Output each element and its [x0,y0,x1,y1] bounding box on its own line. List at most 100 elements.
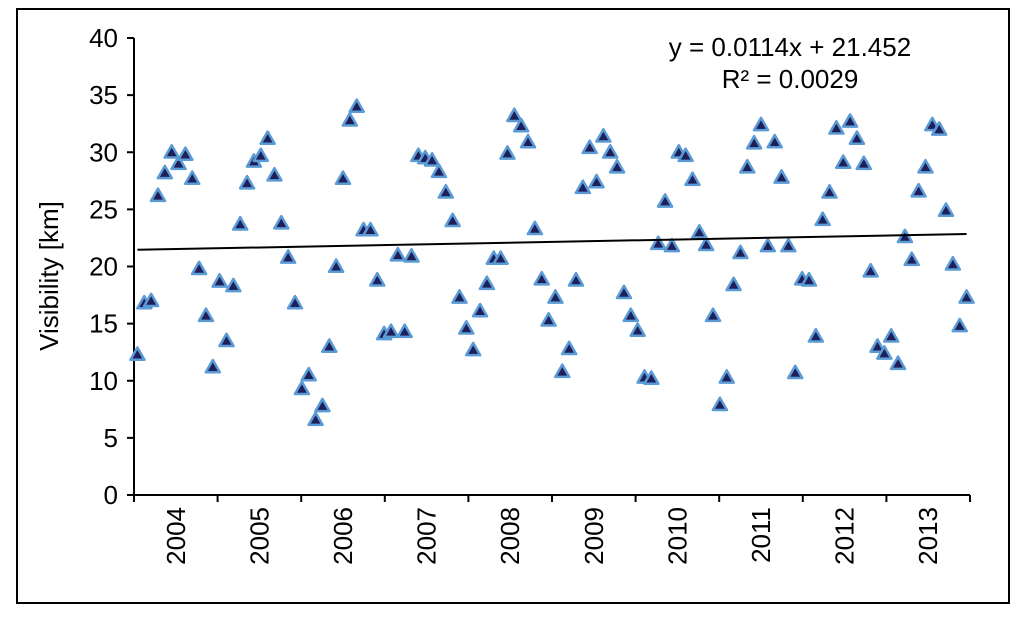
data-point [341,112,359,127]
data-point [643,370,660,385]
data-point [225,277,242,293]
data-point [711,396,729,412]
data-point [259,130,276,146]
data-point [828,120,845,135]
data-point [876,345,893,360]
data-point [458,319,475,335]
data-point [930,121,948,136]
data-point [204,358,222,374]
x-tick-label: 2010 [662,507,692,565]
data-point [218,332,235,348]
data-point [567,271,585,287]
data-point [321,338,338,353]
data-point [958,289,975,304]
data-point [773,169,790,184]
data-point [327,258,345,273]
y-tick-label: 0 [104,480,118,510]
data-point [841,113,859,128]
data-point [622,307,640,323]
data-point [142,292,160,308]
data-points [129,98,975,427]
data-point [190,260,208,276]
x-tick-label: 2011 [746,507,776,563]
data-point [177,146,194,162]
data-point [780,237,797,253]
trendline-equation: y = 0.0114x + 21.452 [669,32,911,62]
y-tick-label: 5 [104,423,118,453]
data-point [649,235,667,251]
data-point [512,117,530,133]
data-point [334,170,352,186]
data-point [451,289,468,304]
data-point [855,155,873,171]
data-point [430,163,448,179]
data-point [478,275,496,291]
y-axis: 0 5 10 15 20 25 30 35 40 [89,23,135,510]
data-point [862,262,879,278]
data-point [882,327,900,343]
data-point [656,193,674,208]
data-point [197,307,215,323]
data-point [348,98,365,114]
data-point [560,340,578,356]
data-point [944,255,962,271]
data-point [396,323,413,339]
data-point [718,369,735,384]
data-point [917,158,934,174]
data-point [547,289,564,304]
data-point [403,247,420,263]
data-point [615,284,633,300]
data-point [608,158,626,174]
data-point [787,364,804,380]
data-point [444,212,461,228]
x-tick-label: 2008 [495,507,525,565]
y-tick-label: 30 [89,137,118,167]
x-tick-label: 2007 [412,507,442,565]
y-tick-label: 15 [89,309,118,339]
data-point [848,130,866,146]
data-point [273,214,290,230]
data-point [307,411,324,427]
data-point [492,250,509,266]
trendline [137,233,967,251]
data-point [286,294,304,310]
data-point [725,276,742,292]
data-point [821,183,838,199]
data-point [889,355,907,371]
data-point [903,251,921,267]
x-tick-label: 2004 [161,507,191,565]
data-point [279,249,297,264]
y-tick-label: 35 [89,80,118,110]
data-point [389,246,407,262]
y-tick-label: 40 [89,23,118,53]
data-point [834,154,852,170]
data-point [231,215,249,231]
data-point [149,187,167,203]
data-point [211,273,228,288]
data-point [362,221,379,237]
data-point [519,133,537,149]
data-point [540,311,557,327]
data-point [807,327,825,343]
data-point [423,151,441,167]
data-point [533,270,550,286]
data-point [704,307,722,323]
trendline-r-squared: R² = 0.0029 [722,64,859,94]
data-point [745,134,763,150]
data-point [697,236,715,252]
data-point [293,380,311,396]
data-point [554,363,571,379]
y-tick-label: 20 [89,252,118,282]
chart-frame [16,8,1010,604]
data-point [499,145,516,160]
data-point [595,128,612,143]
data-point [581,139,598,155]
x-tick-label: 2006 [328,507,358,565]
data-point [752,116,770,132]
data-point [601,144,619,159]
x-tick-label: 2013 [913,507,943,565]
data-point [677,147,694,163]
data-point [588,173,605,189]
data-point [238,174,256,190]
x-axis: 2004 2005 2006 2007 2008 2009 2010 2011 2012 2013 [133,494,971,565]
